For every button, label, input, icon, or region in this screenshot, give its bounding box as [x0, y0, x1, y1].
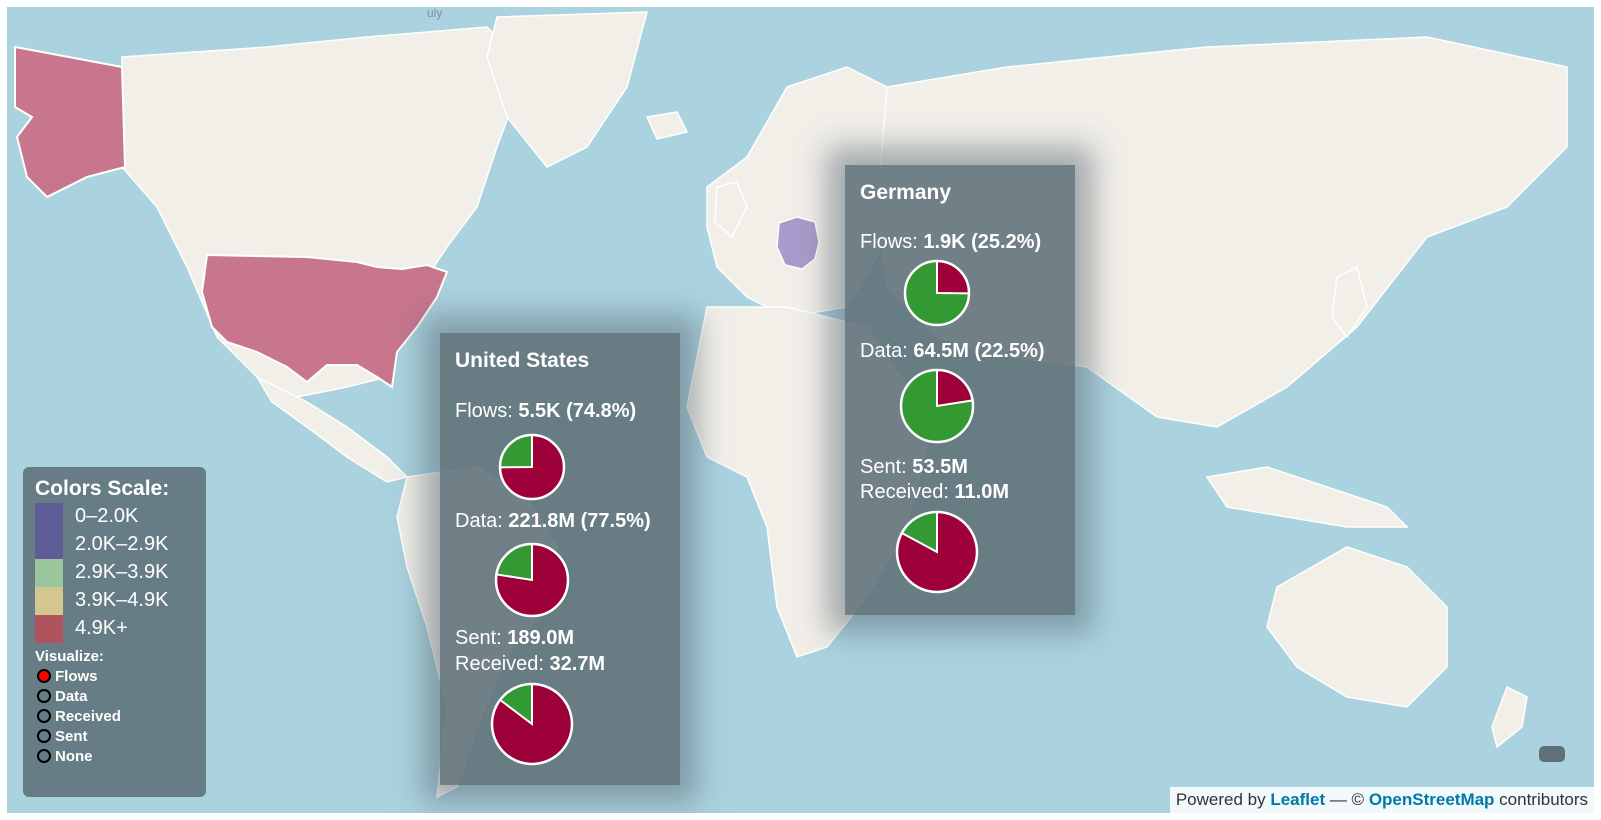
data-label: Data: [860, 340, 914, 362]
legend-label: 0–2.0K [75, 505, 139, 527]
legend-swatch [35, 503, 63, 531]
sent-label: Sent: [860, 456, 913, 478]
pie-outline [490, 682, 574, 766]
visualize-option-none[interactable]: None [37, 746, 93, 766]
attribution-prefix: Powered by [1175, 790, 1271, 809]
data-value: 221.8M (77.5%) [508, 510, 651, 532]
data-line: Data: 221.8M (77.5%) [455, 510, 651, 533]
country-title: United States [455, 349, 590, 372]
colors-scale-legend: Colors Scale: 0–2.0K 2.0K–2.9K 2.9K–3.9K… [23, 467, 206, 797]
openstreetmap-link[interactable]: OpenStreetMap [1368, 790, 1495, 809]
attribution-middle: — © [1325, 790, 1369, 809]
received-value: 11.0M [954, 481, 1009, 503]
map-tiles: uly [7, 7, 1594, 813]
radio-button[interactable] [37, 669, 51, 683]
option-label: Data [55, 687, 88, 705]
legend-label: 3.9K–4.9K [75, 589, 169, 611]
indonesia-land [1205, 466, 1409, 528]
sent-label: Sent: [455, 627, 508, 649]
uk-land [714, 181, 748, 239]
data-line: Data: 64.5M (22.5%) [860, 340, 1045, 363]
map-attribution: Powered by Leaflet — © OpenStreetMap con… [1169, 787, 1594, 813]
flows-pie [498, 433, 566, 501]
option-label: None [55, 747, 93, 765]
germany-info-panel: Germany Flows: 1.9K (25.2%) Data: 64.5M … [845, 165, 1075, 615]
flows-value: 5.5K (74.8%) [518, 400, 637, 422]
option-label: Flows [55, 667, 98, 685]
central-america-land [255, 375, 409, 483]
visualize-option-sent[interactable]: Sent [37, 726, 88, 746]
received-value: 32.7M [549, 653, 606, 675]
map-control-button[interactable] [1539, 746, 1565, 762]
pie-outline [903, 259, 971, 327]
radio-button[interactable] [37, 749, 51, 763]
iceland-land [645, 111, 689, 140]
legend-swatch [35, 531, 63, 559]
received-line: Received: 11.0M [860, 481, 1009, 504]
legend-swatch [35, 559, 63, 587]
option-label: Sent [55, 727, 88, 745]
country-title: Germany [860, 181, 952, 204]
option-label: Received [55, 707, 121, 725]
sent-received-pie [490, 682, 574, 766]
legend-label: 2.9K–3.9K [75, 561, 169, 583]
legend-swatch [35, 615, 63, 643]
sent-received-pie [895, 510, 979, 594]
flows-value: 1.9K (25.2%) [923, 231, 1042, 253]
australia-land [1266, 546, 1448, 708]
legend-title: Colors Scale: [35, 477, 170, 500]
received-line: Received: 32.7M [455, 653, 605, 676]
sent-line: Sent: 189.0M [455, 627, 574, 650]
visualize-option-data[interactable]: Data [37, 686, 88, 706]
flows-line: Flows: 5.5K (74.8%) [455, 400, 636, 423]
pie-outline [899, 368, 975, 444]
radio-button[interactable] [37, 689, 51, 703]
alaska-region [14, 45, 127, 199]
data-label: Data: [455, 510, 509, 532]
data-pie [899, 368, 975, 444]
received-label: Received: [455, 653, 550, 675]
legend-label: 2.0K–2.9K [75, 533, 169, 555]
germany-region [776, 216, 820, 270]
radio-button[interactable] [37, 729, 51, 743]
flows-pie [903, 259, 971, 327]
united-states-region [200, 253, 449, 389]
pie-outline [494, 542, 570, 618]
sent-line: Sent: 53.5M [860, 456, 968, 479]
pie-outline [498, 433, 566, 501]
visualize-option-received[interactable]: Received [37, 706, 121, 726]
greenland-land [486, 11, 648, 168]
visualize-option-flows[interactable]: Flows [37, 666, 98, 686]
map-label-uly: uly [427, 7, 442, 20]
data-value: 64.5M (22.5%) [913, 340, 1045, 362]
flows-label: Flows: [455, 400, 519, 422]
japan-land [1331, 265, 1368, 339]
pie-outline [895, 510, 979, 594]
attribution-suffix: contributors [1494, 790, 1588, 809]
legend-label: 4.9K+ [75, 617, 128, 639]
flows-label: Flows: [860, 231, 924, 253]
us-info-panel: United States Flows: 5.5K (74.8%) Data: … [440, 333, 680, 785]
data-pie [494, 542, 570, 618]
legend-swatch [35, 587, 63, 615]
flows-line: Flows: 1.9K (25.2%) [860, 231, 1041, 254]
visualize-title: Visualize: [35, 648, 104, 665]
received-label: Received: [860, 481, 955, 503]
world-map[interactable]: uly United States Flows: 5.5K (74.8%) Da… [7, 7, 1594, 813]
sent-value: 53.5M [912, 456, 968, 478]
radio-button[interactable] [37, 709, 51, 723]
new-zealand-land [1491, 685, 1528, 749]
sent-value: 189.0M [507, 627, 574, 649]
leaflet-link[interactable]: Leaflet [1270, 790, 1326, 809]
